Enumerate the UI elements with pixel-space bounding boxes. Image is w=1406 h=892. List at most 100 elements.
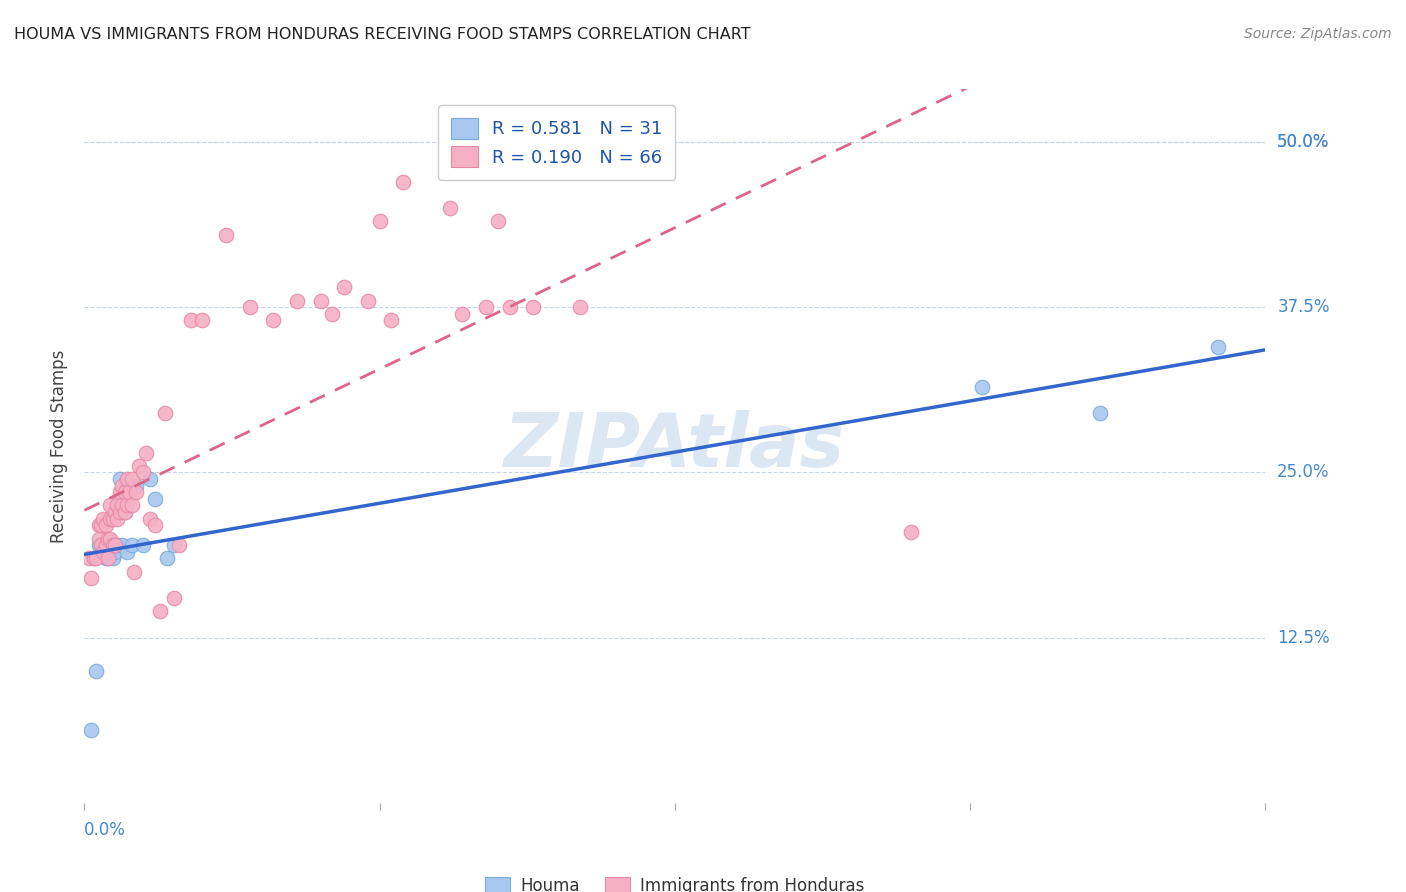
- Point: [80, 571, 103, 585]
- Point: [87, 538, 110, 552]
- Point: [91, 511, 114, 525]
- Point: [97, 545, 120, 559]
- Point: [357, 293, 380, 308]
- Text: 25.0%: 25.0%: [1277, 464, 1330, 482]
- Point: [522, 300, 544, 314]
- Point: [90, 518, 112, 533]
- Point: [475, 300, 498, 314]
- Point: [97, 532, 120, 546]
- Point: [108, 472, 131, 486]
- Point: [98, 511, 121, 525]
- Point: [1088, 406, 1111, 420]
- Point: [108, 491, 131, 506]
- Point: [118, 485, 141, 500]
- Legend: Houma, Immigrants from Honduras: Houma, Immigrants from Honduras: [477, 868, 873, 892]
- Point: [91, 538, 114, 552]
- Text: 50.0%: 50.0%: [1277, 133, 1330, 151]
- Point: [87, 518, 110, 533]
- Point: [215, 227, 238, 242]
- Point: [104, 538, 127, 552]
- Point: [128, 458, 150, 473]
- Point: [91, 545, 114, 559]
- Point: [77, 551, 100, 566]
- Point: [83, 551, 105, 566]
- Point: [285, 293, 308, 308]
- Point: [94, 518, 117, 533]
- Point: [94, 551, 117, 566]
- Point: [104, 545, 127, 559]
- Point: [392, 175, 415, 189]
- Point: [380, 313, 402, 327]
- Point: [108, 485, 131, 500]
- Point: [135, 445, 157, 459]
- Point: [98, 545, 121, 559]
- Text: HOUMA VS IMMIGRANTS FROM HONDURAS RECEIVING FOOD STAMPS CORRELATION CHART: HOUMA VS IMMIGRANTS FROM HONDURAS RECEIV…: [14, 27, 751, 42]
- Point: [368, 214, 391, 228]
- Point: [121, 472, 143, 486]
- Point: [111, 499, 134, 513]
- Text: 50.0%: 50.0%: [1277, 133, 1330, 151]
- Point: [309, 293, 332, 308]
- Point: [114, 505, 136, 519]
- Point: [107, 499, 129, 513]
- Point: [115, 472, 138, 486]
- Point: [104, 505, 127, 519]
- Point: [115, 499, 138, 513]
- Point: [139, 472, 162, 486]
- Point: [107, 511, 129, 525]
- Point: [90, 538, 112, 552]
- Point: [101, 538, 124, 552]
- Point: [163, 538, 186, 552]
- Point: [97, 551, 120, 566]
- Point: [111, 478, 134, 492]
- Point: [125, 485, 148, 500]
- Point: [333, 280, 356, 294]
- Point: [114, 485, 136, 500]
- Point: [180, 313, 202, 327]
- Point: [121, 499, 143, 513]
- Point: [153, 406, 176, 420]
- Point: [108, 505, 131, 519]
- Point: [156, 551, 179, 566]
- Point: [125, 478, 148, 492]
- Text: 0.0%: 0.0%: [84, 821, 127, 838]
- Point: [143, 491, 166, 506]
- Point: [107, 538, 129, 552]
- Point: [101, 511, 124, 525]
- Point: [191, 313, 214, 327]
- Point: [167, 538, 190, 552]
- Point: [97, 551, 120, 566]
- Text: ZIPAtlas: ZIPAtlas: [505, 409, 845, 483]
- Point: [498, 300, 520, 314]
- Point: [439, 201, 461, 215]
- Point: [321, 307, 343, 321]
- Point: [94, 538, 117, 552]
- Point: [80, 723, 103, 738]
- Point: [163, 591, 186, 605]
- Point: [87, 532, 110, 546]
- Point: [132, 466, 155, 480]
- Y-axis label: Receiving Food Stamps: Receiving Food Stamps: [51, 350, 69, 542]
- Text: 37.5%: 37.5%: [1277, 298, 1330, 317]
- Point: [101, 551, 124, 566]
- Text: 12.5%: 12.5%: [1277, 629, 1330, 647]
- Point: [90, 538, 112, 552]
- Point: [262, 313, 284, 327]
- Point: [239, 300, 262, 314]
- Point: [900, 524, 922, 539]
- Point: [98, 499, 121, 513]
- Point: [143, 518, 166, 533]
- Point: [101, 538, 124, 552]
- Point: [84, 551, 107, 566]
- Point: [486, 214, 509, 228]
- Point: [970, 379, 993, 393]
- Point: [139, 511, 162, 525]
- Point: [149, 604, 172, 618]
- Point: [1206, 340, 1229, 354]
- Point: [84, 664, 107, 678]
- Point: [132, 538, 155, 552]
- Point: [569, 300, 592, 314]
- Text: Source: ZipAtlas.com: Source: ZipAtlas.com: [1244, 27, 1392, 41]
- Point: [98, 538, 121, 552]
- Point: [98, 532, 121, 546]
